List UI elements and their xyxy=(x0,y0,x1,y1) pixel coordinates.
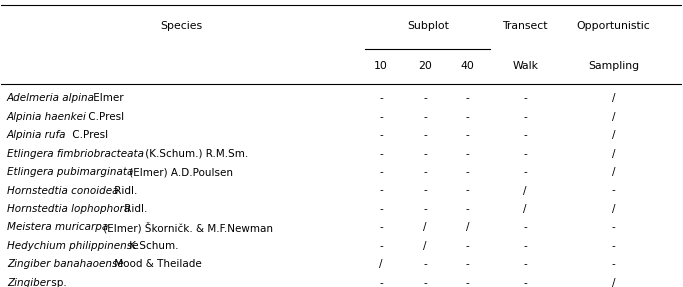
Text: Subplot: Subplot xyxy=(407,21,449,31)
Text: /: / xyxy=(612,112,615,122)
Text: -: - xyxy=(423,149,427,159)
Text: /: / xyxy=(379,259,382,269)
Text: 10: 10 xyxy=(374,61,388,71)
Text: -: - xyxy=(523,259,527,269)
Text: 20: 20 xyxy=(418,61,432,71)
Text: /: / xyxy=(423,222,427,232)
Text: /: / xyxy=(612,149,615,159)
Text: Hornstedtia conoidea: Hornstedtia conoidea xyxy=(7,186,118,195)
Text: C.Presl: C.Presl xyxy=(69,130,108,140)
Text: -: - xyxy=(423,259,427,269)
Text: Opportunistic: Opportunistic xyxy=(576,21,650,31)
Text: /: / xyxy=(612,204,615,214)
Text: Ridl.: Ridl. xyxy=(121,204,148,214)
Text: -: - xyxy=(379,204,383,214)
Text: -: - xyxy=(423,112,427,122)
Text: -: - xyxy=(523,112,527,122)
Text: /: / xyxy=(466,222,469,232)
Text: (Elmer) A.D.Poulsen: (Elmer) A.D.Poulsen xyxy=(126,167,233,177)
Text: -: - xyxy=(612,241,615,251)
Text: Mood & Theilade: Mood & Theilade xyxy=(111,259,201,269)
Text: K.Schum.: K.Schum. xyxy=(126,241,179,251)
Text: Etlingera pubimarginata: Etlingera pubimarginata xyxy=(7,167,133,177)
Text: -: - xyxy=(379,241,383,251)
Text: -: - xyxy=(523,130,527,140)
Text: -: - xyxy=(523,222,527,232)
Text: Hedychium philippinense: Hedychium philippinense xyxy=(7,241,139,251)
Text: -: - xyxy=(379,278,383,287)
Text: -: - xyxy=(523,149,527,159)
Text: -: - xyxy=(612,186,615,195)
Text: Species: Species xyxy=(161,21,203,31)
Text: /: / xyxy=(612,278,615,287)
Text: -: - xyxy=(466,186,469,195)
Text: -: - xyxy=(612,259,615,269)
Text: -: - xyxy=(379,186,383,195)
Text: -: - xyxy=(379,167,383,177)
Text: Ridl.: Ridl. xyxy=(111,186,137,195)
Text: -: - xyxy=(379,112,383,122)
Text: Transect: Transect xyxy=(503,21,548,31)
Text: -: - xyxy=(612,222,615,232)
Text: Alpinia haenkei: Alpinia haenkei xyxy=(7,112,87,122)
Text: -: - xyxy=(466,93,469,103)
Text: -: - xyxy=(466,278,469,287)
Text: C.Presl: C.Presl xyxy=(85,112,124,122)
Text: Adelmeria alpina: Adelmeria alpina xyxy=(7,93,95,103)
Text: -: - xyxy=(466,241,469,251)
Text: -: - xyxy=(379,130,383,140)
Text: -: - xyxy=(423,186,427,195)
Text: -: - xyxy=(523,167,527,177)
Text: -: - xyxy=(423,278,427,287)
Text: /: / xyxy=(423,241,427,251)
Text: -: - xyxy=(466,149,469,159)
Text: /: / xyxy=(612,93,615,103)
Text: Walk: Walk xyxy=(512,61,538,71)
Text: Zingiber: Zingiber xyxy=(7,278,51,287)
Text: -: - xyxy=(523,278,527,287)
Text: /: / xyxy=(612,130,615,140)
Text: -: - xyxy=(379,222,383,232)
Text: sp.: sp. xyxy=(48,278,67,287)
Text: (Elmer) Škorničk. & M.F.Newman: (Elmer) Škorničk. & M.F.Newman xyxy=(100,222,273,233)
Text: -: - xyxy=(423,130,427,140)
Text: /: / xyxy=(612,167,615,177)
Text: (K.Schum.) R.M.Sm.: (K.Schum.) R.M.Sm. xyxy=(141,149,248,159)
Text: -: - xyxy=(423,204,427,214)
Text: -: - xyxy=(523,241,527,251)
Text: -: - xyxy=(423,93,427,103)
Text: -: - xyxy=(379,149,383,159)
Text: Etlingera fimbriobracteata: Etlingera fimbriobracteata xyxy=(7,149,144,159)
Text: Zingiber banahaoense: Zingiber banahaoense xyxy=(7,259,124,269)
Text: Elmer: Elmer xyxy=(90,93,124,103)
Text: -: - xyxy=(466,112,469,122)
Text: /: / xyxy=(523,204,527,214)
Text: -: - xyxy=(523,93,527,103)
Text: Meistera muricarpa: Meistera muricarpa xyxy=(7,222,108,232)
Text: -: - xyxy=(466,167,469,177)
Text: -: - xyxy=(466,130,469,140)
Text: Sampling: Sampling xyxy=(588,61,639,71)
Text: -: - xyxy=(466,259,469,269)
Text: -: - xyxy=(466,204,469,214)
Text: Alpinia rufa: Alpinia rufa xyxy=(7,130,66,140)
Text: /: / xyxy=(523,186,527,195)
Text: Hornstedtia lophophora: Hornstedtia lophophora xyxy=(7,204,130,214)
Text: -: - xyxy=(423,167,427,177)
Text: 40: 40 xyxy=(460,61,474,71)
Text: -: - xyxy=(379,93,383,103)
